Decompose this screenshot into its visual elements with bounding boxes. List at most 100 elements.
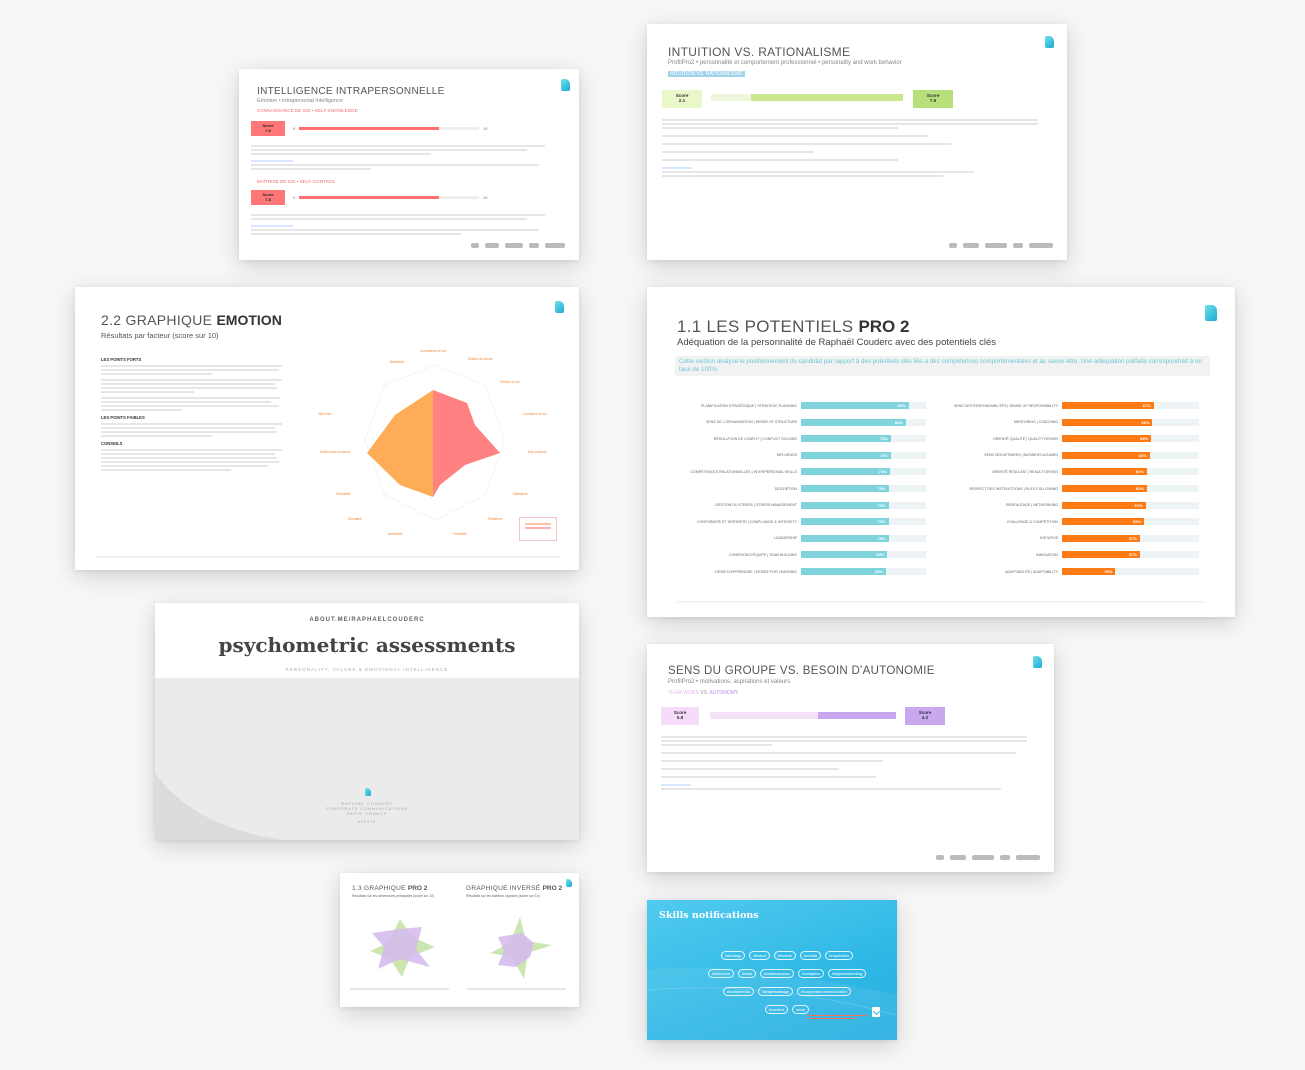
bar-track: 70%: [801, 485, 926, 492]
slide-pro2-charts[interactable]: 1.3 GRAPHIQUE PRO 2 Résultats sur les di…: [340, 873, 579, 1007]
skill-chip[interactable]: #content: [764, 1005, 789, 1014]
slide-intuition[interactable]: INTUITION VS. RATIONALISME ProfilPro2 • …: [647, 24, 1067, 260]
bar-label: SENS DE L'ORGANISATION | SENSE OF STRUCT…: [705, 420, 797, 425]
score-badge: Score 7.8: [251, 190, 285, 205]
bar-track: 70%: [801, 501, 926, 509]
bar: 86%: [801, 402, 909, 409]
brand-logo-icon: [555, 301, 564, 313]
bar-label: LEADERSHIP: [774, 536, 797, 541]
bar: 64%: [1062, 451, 1150, 459]
slide-title: 1.1 LES POTENTIELS PRO 2: [677, 317, 910, 336]
bar-label: CHALLENGE & COMPÉTITION: [1006, 519, 1058, 524]
bar-track: 67%: [1062, 402, 1199, 409]
slide-subtitle: Adéquation de la personnalité de Raphaël…: [677, 337, 996, 348]
partner-logos: [936, 855, 1040, 860]
bar-value-label: 86%: [897, 403, 906, 408]
bar-value-label: 70%: [877, 486, 886, 491]
slide-footer: [677, 601, 1205, 603]
bar-track: 65%: [1062, 435, 1199, 443]
section-heading: MAÎTRISE DE SOI • SELF-CONTROL: [257, 179, 336, 184]
skill-chip[interactable]: #addressables: [760, 969, 795, 978]
left-column: LES POINTS FORTS LES POINTS FAIBLES CONS…: [101, 357, 286, 473]
score-fill: [817, 712, 896, 719]
bar: 67%: [1062, 402, 1154, 409]
skill-chip[interactable]: #events: [773, 951, 796, 960]
bar-value-label: 70%: [877, 535, 886, 541]
svg-text:Motivation: Motivation: [390, 360, 405, 364]
slide-potentials[interactable]: 1.1 LES POTENTIELS PRO 2 Adéquation de l…: [647, 287, 1235, 617]
slide-skills[interactable]: Skills notifications #strategy #brand #eve…: [647, 900, 897, 1040]
skill-chip[interactable]: #corporatecommunication: [797, 987, 852, 996]
radar-area-orange: [367, 390, 433, 497]
skill-chip[interactable]: #data: [738, 969, 757, 978]
bar-track: 69%: [801, 551, 926, 559]
skill-chip[interactable]: #crm: [792, 1005, 810, 1014]
bar-label: INNOVATION: [1036, 552, 1058, 557]
skill-chip[interactable]: #brand: [749, 951, 770, 960]
body-text: [662, 117, 1042, 179]
bar-label: GESTION DU STRESS | STRESS MANAGEMENT: [715, 503, 797, 508]
bar: 62%: [1062, 468, 1147, 476]
bar-value-label: 57%: [1129, 535, 1138, 541]
cover-header: [155, 603, 579, 678]
bar-label: ORIENTÉ QUALITÉ | QUALITY DRIVEN: [992, 436, 1058, 441]
download-icon[interactable]: [872, 1007, 880, 1017]
skill-chip[interactable]: #media: [799, 951, 822, 960]
slide-title: INTELLIGENCE INTRAPERSONNELLE: [257, 86, 445, 97]
bar-value-label: 72%: [879, 452, 888, 458]
bar: 57%: [1062, 551, 1141, 559]
bar: 70%: [801, 485, 889, 492]
skill-chip[interactable]: #influence: [707, 969, 735, 978]
slide-intrapersonal[interactable]: INTELLIGENCE INTRAPERSONNELLE Émotion • …: [239, 69, 579, 260]
cover-tagline: PERSONALITY, VALUES & EMOTIONAL INTELLIG…: [285, 667, 449, 672]
slide-subtitle: ProfilPro2 • personnalité et comportemen…: [668, 60, 902, 66]
slide-subtitle: ProfilPro2 • motivations, aspirations et…: [668, 679, 791, 685]
pro2-radar-chart: [370, 919, 435, 977]
bar: 60%: [1062, 518, 1145, 526]
bar-label: RÉSEAUTAGE | NETWORKING: [1006, 503, 1058, 508]
bar-label: RESPECT DES INSTRUCTIONS | RULE-FOLLOWIN…: [969, 486, 1058, 491]
bar: 84%: [801, 418, 906, 426]
bar-track: 66%: [1062, 418, 1199, 426]
svg-text:Résilience: Résilience: [488, 517, 503, 521]
bar-label: COMPÉTENCES RELATIONNELLES | INTERPERSON…: [690, 469, 797, 474]
slide-cover[interactable]: ABOUT.ME/RAPHAELCOUDERC psychometric ass…: [155, 603, 579, 840]
bar: 70%: [801, 518, 889, 526]
score-track: [711, 94, 903, 101]
slide-title: SENS DU GROUPE VS. BESOIN D'AUTONOMIE: [668, 665, 935, 677]
cover-title: psychometric assessments: [218, 633, 516, 657]
skill-chip[interactable]: #digitalmarketing: [827, 969, 867, 978]
bar-label: PLANIFICATION STRATÉGIQUE | STRATEGIC PL…: [701, 403, 797, 408]
bar-track: 39%: [1062, 568, 1199, 575]
svg-text:Auto-contrôle: Auto-contrôle: [528, 450, 547, 454]
bar-value-label: 71%: [878, 469, 887, 475]
bar-track: 62%: [1062, 485, 1199, 492]
svg-text:Estime de soi: Estime de soi: [500, 380, 519, 384]
skill-chip[interactable]: #analytics: [798, 969, 824, 978]
bar-value-label: 57%: [1129, 552, 1138, 558]
brand-logo-icon: [561, 79, 570, 91]
chart-legend: [350, 979, 570, 997]
bar-value-label: 69%: [876, 552, 885, 558]
bar-label: DISCRÉTION: [774, 486, 797, 491]
cover-author: RAPHAËL COUDERC CORPORATE COMMUNICATIONS…: [325, 801, 409, 824]
bar-label: COHÉSION D'ÉQUIPE | TEAM BUILDING: [729, 552, 797, 557]
bar-label: DÉSIR D'APPRENDRE | DESIRE FOR LEARNING: [715, 569, 797, 574]
slide-autonomy[interactable]: SENS DU GROUPE VS. BESOIN D'AUTONOMIE Pr…: [647, 644, 1054, 872]
body-text: [251, 212, 551, 237]
svg-text:Optimisme: Optimisme: [512, 492, 527, 496]
skill-chip[interactable]: #reputation: [825, 951, 854, 960]
score-badge-right: Score 4.2: [905, 707, 945, 725]
skill-chip[interactable]: #strategy: [720, 951, 746, 960]
skill-chips: #strategy #brand #events #media #reputation #…: [687, 944, 887, 1016]
skill-chip[interactable]: #graphicdesign: [758, 987, 794, 996]
bar-value-label: 66%: [1141, 419, 1150, 425]
slide-title: 2.2 GRAPHIQUE EMOTION: [101, 312, 282, 328]
score-fill: [299, 196, 440, 199]
right-chart-title: GRAPHIQUE INVERSÉ PRO 2: [466, 885, 563, 892]
skill-chip[interactable]: #socialmedia: [722, 987, 755, 996]
right-chart-subtitle: Résultats sur les facteurs opposés (scor…: [466, 894, 540, 898]
bar-value-label: 62%: [1135, 469, 1144, 475]
slide-emotion[interactable]: 2.2 GRAPHIQUE EMOTION Résultats par fact…: [75, 287, 579, 570]
bar-label: CONFORMITÉ ET INTÉGRITÉ | COMPLIANCE & I…: [696, 519, 797, 524]
